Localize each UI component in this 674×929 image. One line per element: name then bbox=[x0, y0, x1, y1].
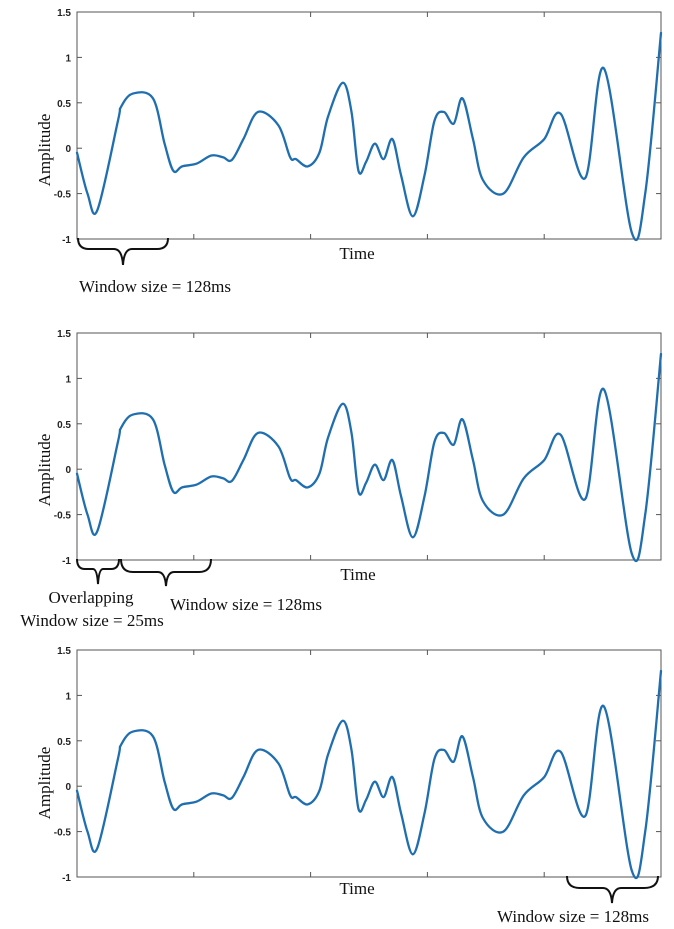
axis-ticks bbox=[77, 11, 661, 240]
y-tick-label: 0 bbox=[65, 144, 71, 155]
y-tick-label: 0 bbox=[65, 782, 71, 793]
signal-line bbox=[75, 352, 663, 562]
window-brace bbox=[566, 875, 659, 904]
y-tick-label: -1 bbox=[62, 873, 71, 884]
y-tick-labels: 1.5 1 0.5 0 -0.5 -1 bbox=[54, 8, 72, 246]
y-tick-label: -0.5 bbox=[54, 828, 72, 839]
chart-panel-top: 1.5 1 0.5 0 -0.5 -1 Amplitude Time Window siz… bbox=[35, 8, 663, 296]
plot-area bbox=[76, 332, 662, 561]
y-tick-label: 0.5 bbox=[57, 99, 71, 110]
plot-area bbox=[76, 649, 662, 878]
y-tick-labels: 1.5 1 0.5 0 -0.5 -1 bbox=[54, 646, 72, 884]
axis-ticks bbox=[77, 649, 661, 878]
y-tick-label: 1 bbox=[65, 691, 71, 702]
window-size-label: Window size = 128ms bbox=[79, 277, 231, 296]
y-tick-label: 1.5 bbox=[57, 329, 71, 340]
overlap-window-size-label: Window size = 25ms bbox=[20, 611, 163, 630]
window-brace bbox=[120, 558, 212, 587]
signal-line bbox=[75, 669, 663, 879]
y-tick-label: 0.5 bbox=[57, 737, 71, 748]
axis-ticks bbox=[77, 332, 661, 561]
signal-line bbox=[75, 31, 663, 241]
y-tick-label: 0 bbox=[65, 465, 71, 476]
y-tick-label: -1 bbox=[62, 556, 71, 567]
x-axis-label: Time bbox=[339, 244, 374, 263]
y-tick-label: 1.5 bbox=[57, 646, 71, 657]
x-axis-label: Time bbox=[340, 565, 375, 584]
y-axis-label: Amplitude bbox=[35, 114, 54, 187]
x-axis-label: Time bbox=[339, 879, 374, 898]
y-tick-label: 1 bbox=[65, 53, 71, 64]
y-tick-label: -1 bbox=[62, 235, 71, 246]
window-size-label: Window size = 128ms bbox=[497, 907, 649, 926]
window-size-label: Window size = 128ms bbox=[170, 595, 322, 614]
y-axis-label: Amplitude bbox=[35, 434, 54, 507]
y-tick-label: 1.5 bbox=[57, 8, 71, 19]
overlap-brace bbox=[76, 558, 120, 585]
y-tick-label: 1 bbox=[65, 374, 71, 385]
overlapping-label: Overlapping bbox=[49, 588, 134, 607]
plot-area bbox=[76, 11, 662, 240]
y-tick-label: -0.5 bbox=[54, 190, 72, 201]
y-tick-label: 0.5 bbox=[57, 420, 71, 431]
y-axis-label: Amplitude bbox=[35, 747, 54, 820]
window-brace bbox=[77, 237, 169, 266]
y-tick-label: -0.5 bbox=[54, 511, 72, 522]
chart-panel-middle: 1.5 1 0.5 0 -0.5 -1 Amplitude Time Overlappin… bbox=[20, 329, 663, 630]
y-tick-labels: 1.5 1 0.5 0 -0.5 -1 bbox=[54, 329, 72, 567]
chart-panel-bottom: 1.5 1 0.5 0 -0.5 -1 Amplitude Time Window siz… bbox=[35, 646, 663, 926]
